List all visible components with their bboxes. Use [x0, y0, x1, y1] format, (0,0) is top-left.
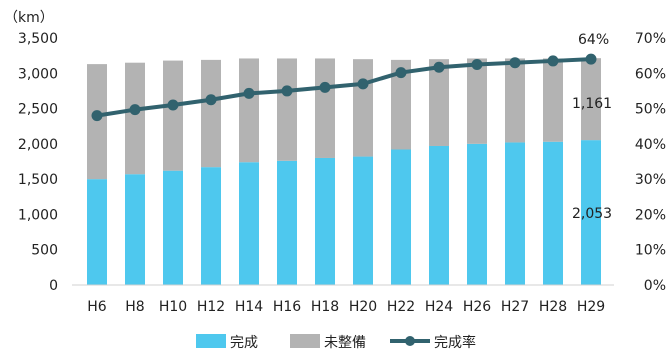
rate-point — [91, 110, 103, 122]
legend-label-rate: 完成率 — [434, 334, 476, 351]
bar-missing — [543, 58, 563, 142]
bars — [72, 58, 614, 286]
x-tick-label: H10 — [159, 299, 187, 315]
bar-done — [467, 143, 487, 285]
y-left-tick-label: 2,500 — [18, 102, 58, 118]
rate-point — [471, 58, 483, 70]
bar-done — [543, 141, 563, 285]
rate-point — [319, 81, 331, 93]
x-tick-label: H14 — [235, 299, 263, 315]
legend-label-done: 完成 — [230, 335, 258, 351]
y-right-tick-label: 0% — [644, 278, 666, 294]
bar-done — [353, 156, 373, 285]
x-tick-label: H16 — [273, 299, 301, 315]
rate-polyline — [96, 57, 592, 118]
rate-point — [205, 94, 217, 106]
y-left-tick-label: 0 — [49, 278, 58, 294]
y-right-tick-label: 70% — [635, 31, 666, 47]
x-tick-label: H18 — [311, 299, 339, 315]
bar-missing — [125, 62, 145, 175]
bar-done — [239, 162, 259, 285]
legend-marker-rate — [405, 336, 415, 346]
bar-missing — [429, 59, 449, 146]
legend: 完成 未整備 完成率 — [196, 334, 476, 351]
y-right-tick-label: 50% — [635, 102, 666, 118]
legend-swatch-missing — [290, 334, 320, 348]
x-tick-label: H8 — [125, 299, 144, 315]
rate-point — [129, 104, 141, 116]
y-left-tick-label: 1,000 — [18, 207, 58, 223]
x-tick-label: H26 — [463, 299, 491, 315]
bar-done — [429, 145, 449, 285]
rate-point — [509, 57, 521, 69]
bar-missing — [201, 59, 221, 168]
bar-done — [125, 174, 145, 285]
rate-point — [357, 78, 369, 90]
bar-done — [315, 157, 335, 285]
rate-point — [243, 87, 255, 99]
y-left-tick-label: 3,000 — [18, 66, 58, 82]
bar-done — [163, 170, 183, 285]
x-tick-label: H12 — [197, 299, 225, 315]
rate-point — [395, 67, 407, 79]
x-tick-label: H20 — [349, 299, 377, 315]
x-tick-label: H29 — [577, 299, 605, 315]
missing-last-label: 1,161 — [572, 96, 612, 112]
rate-point — [281, 85, 293, 97]
y-left-tick-label: 500 — [31, 243, 58, 259]
y-left-tick-label: 1,500 — [18, 172, 58, 188]
rate-point — [167, 99, 179, 111]
y-left-tick-label: 2,000 — [18, 137, 58, 153]
bar-done — [87, 179, 107, 285]
y-right-tick-label: 30% — [635, 172, 666, 188]
y-right-tick-label: 20% — [635, 207, 666, 223]
bar-missing — [581, 58, 601, 141]
x-tick-label: H24 — [425, 299, 453, 315]
data-labels: （km） 64% 1,161 2,053 — [4, 10, 612, 222]
bar-done — [581, 140, 601, 285]
bar-done — [505, 142, 525, 285]
legend-swatch-done — [196, 334, 226, 348]
bar-missing — [467, 58, 487, 144]
x-axis: H6 H8 H10 H12 H14 H16 H18 H20 H22 H24 H26 H27 H28 H29 — [87, 299, 605, 315]
bar-done — [391, 149, 411, 285]
x-tick-label: H6 — [87, 299, 107, 315]
done-last-label: 2,053 — [572, 206, 612, 222]
x-tick-label: H22 — [387, 299, 415, 315]
bar-missing — [391, 59, 411, 150]
y-left-tick-label: 3,500 — [18, 31, 58, 47]
bar-done — [277, 160, 297, 285]
bar-missing — [353, 59, 373, 157]
rate-point — [585, 53, 597, 65]
bar-done — [201, 167, 221, 285]
y-left-unit-label: （km） — [4, 10, 54, 26]
bar-missing — [163, 60, 183, 171]
y-right-tick-label: 60% — [635, 66, 666, 82]
rate-last-label: 64% — [578, 32, 609, 48]
y-right-tick-label: 10% — [635, 243, 666, 259]
rate-point — [547, 55, 559, 67]
bar-missing — [239, 58, 259, 163]
bar-missing — [87, 64, 107, 180]
rate-line — [91, 53, 597, 122]
legend-label-missing: 未整備 — [324, 335, 366, 351]
rate-point — [433, 61, 445, 73]
y-right-tick-label: 40% — [635, 137, 666, 153]
y-axis-left: 0 500 1,000 1,500 2,000 2,500 3,000 3,500 — [18, 31, 58, 294]
x-tick-label: H28 — [539, 299, 567, 315]
bar-missing — [315, 58, 335, 158]
bar-missing — [505, 58, 525, 143]
y-axis-right: 0% 10% 20% 30% 40% 50% 60% 70% — [635, 31, 666, 294]
bar-missing — [277, 58, 297, 161]
x-tick-label: H27 — [501, 299, 529, 315]
